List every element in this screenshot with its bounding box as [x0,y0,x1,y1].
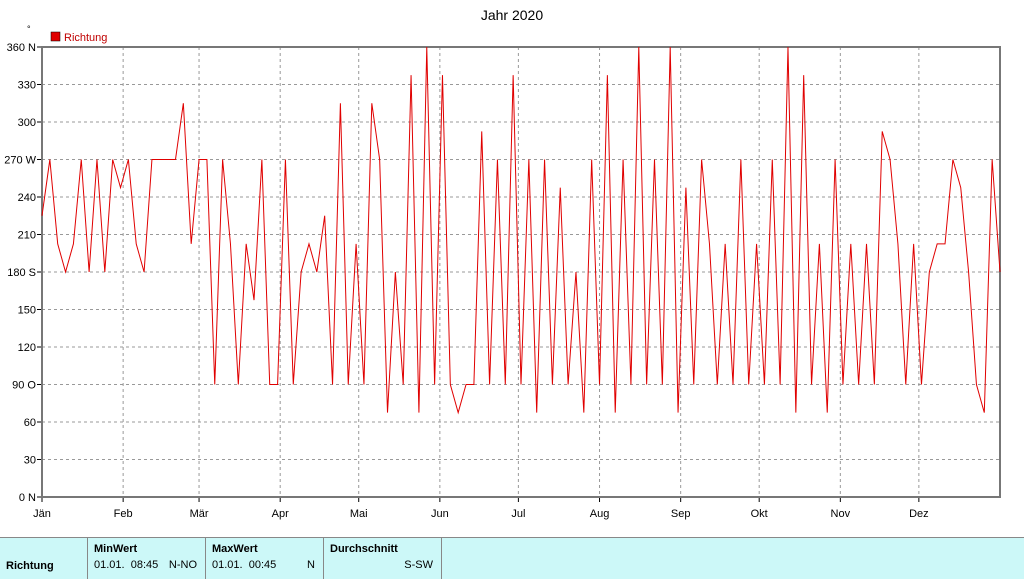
legend-label: Richtung [64,32,107,44]
x-tick-label: Feb [114,508,133,520]
y-unit: ° [27,24,31,34]
x-tick-label: Jun [431,508,449,520]
x-tick-label: Sep [671,508,691,520]
summary-panel: Richtung MinWert 01.01. 08:45 N-NO MaxWe… [0,537,1024,579]
date: 01.01. [212,559,243,571]
series-line [41,46,1001,415]
x-tick-label: Mär [190,508,209,520]
y-tick-label: 240 [18,192,36,204]
x-tick-label: Dez [909,508,929,520]
y-tick-label: 330 [18,80,36,92]
header: MinWert [94,543,138,555]
time: 08:45 [130,559,159,571]
plot-frame [41,46,1001,498]
value: N-NO [168,559,197,571]
header: Durchschnitt [330,543,398,555]
y-tick-label: 270 W [4,155,36,167]
header: MaxWert [212,543,258,555]
x-tick-label: Nov [831,508,851,520]
value: S-SW [404,559,433,571]
x-tick-label: Mai [350,508,368,520]
legend-swatch [50,31,61,42]
x-tick-label: Jän [33,508,51,520]
x-tick-label: Aug [590,508,610,520]
y-tick-label: 180 S [7,267,36,279]
date: 01.01. [94,559,125,571]
y-tick-label: 60 [24,417,36,429]
row-label: Richtung [6,560,54,572]
chart-title: Jahr 2020 [481,7,543,23]
max-cell: MaxWert 01.01. 00:45 N [206,538,324,579]
x-tick-label: Jul [511,508,525,520]
y-tick-label: 90 O [12,380,36,392]
y-tick-label: 300 [18,117,36,129]
y-tick-label: 210 [18,230,36,242]
row-label-cell: Richtung [0,538,88,579]
y-tick-label: 0 N [19,492,36,504]
y-tick-label: 150 [18,305,36,317]
value: N [307,559,315,571]
y-tick-label: 120 [18,342,36,354]
y-tick-label: 30 [24,455,36,467]
time: 00:45 [248,559,277,571]
min-cell: MinWert 01.01. 08:45 N-NO [88,538,206,579]
y-tick-label: 360 N [7,42,36,54]
x-tick-label: Okt [751,508,768,520]
chart: Jahr 2020 ° Richtung 0 N 30 60 90 O 120 150 18… [4,7,1001,520]
x-tick-label: Apr [272,508,289,520]
avg-cell: Durchschnitt S-SW [324,538,442,579]
